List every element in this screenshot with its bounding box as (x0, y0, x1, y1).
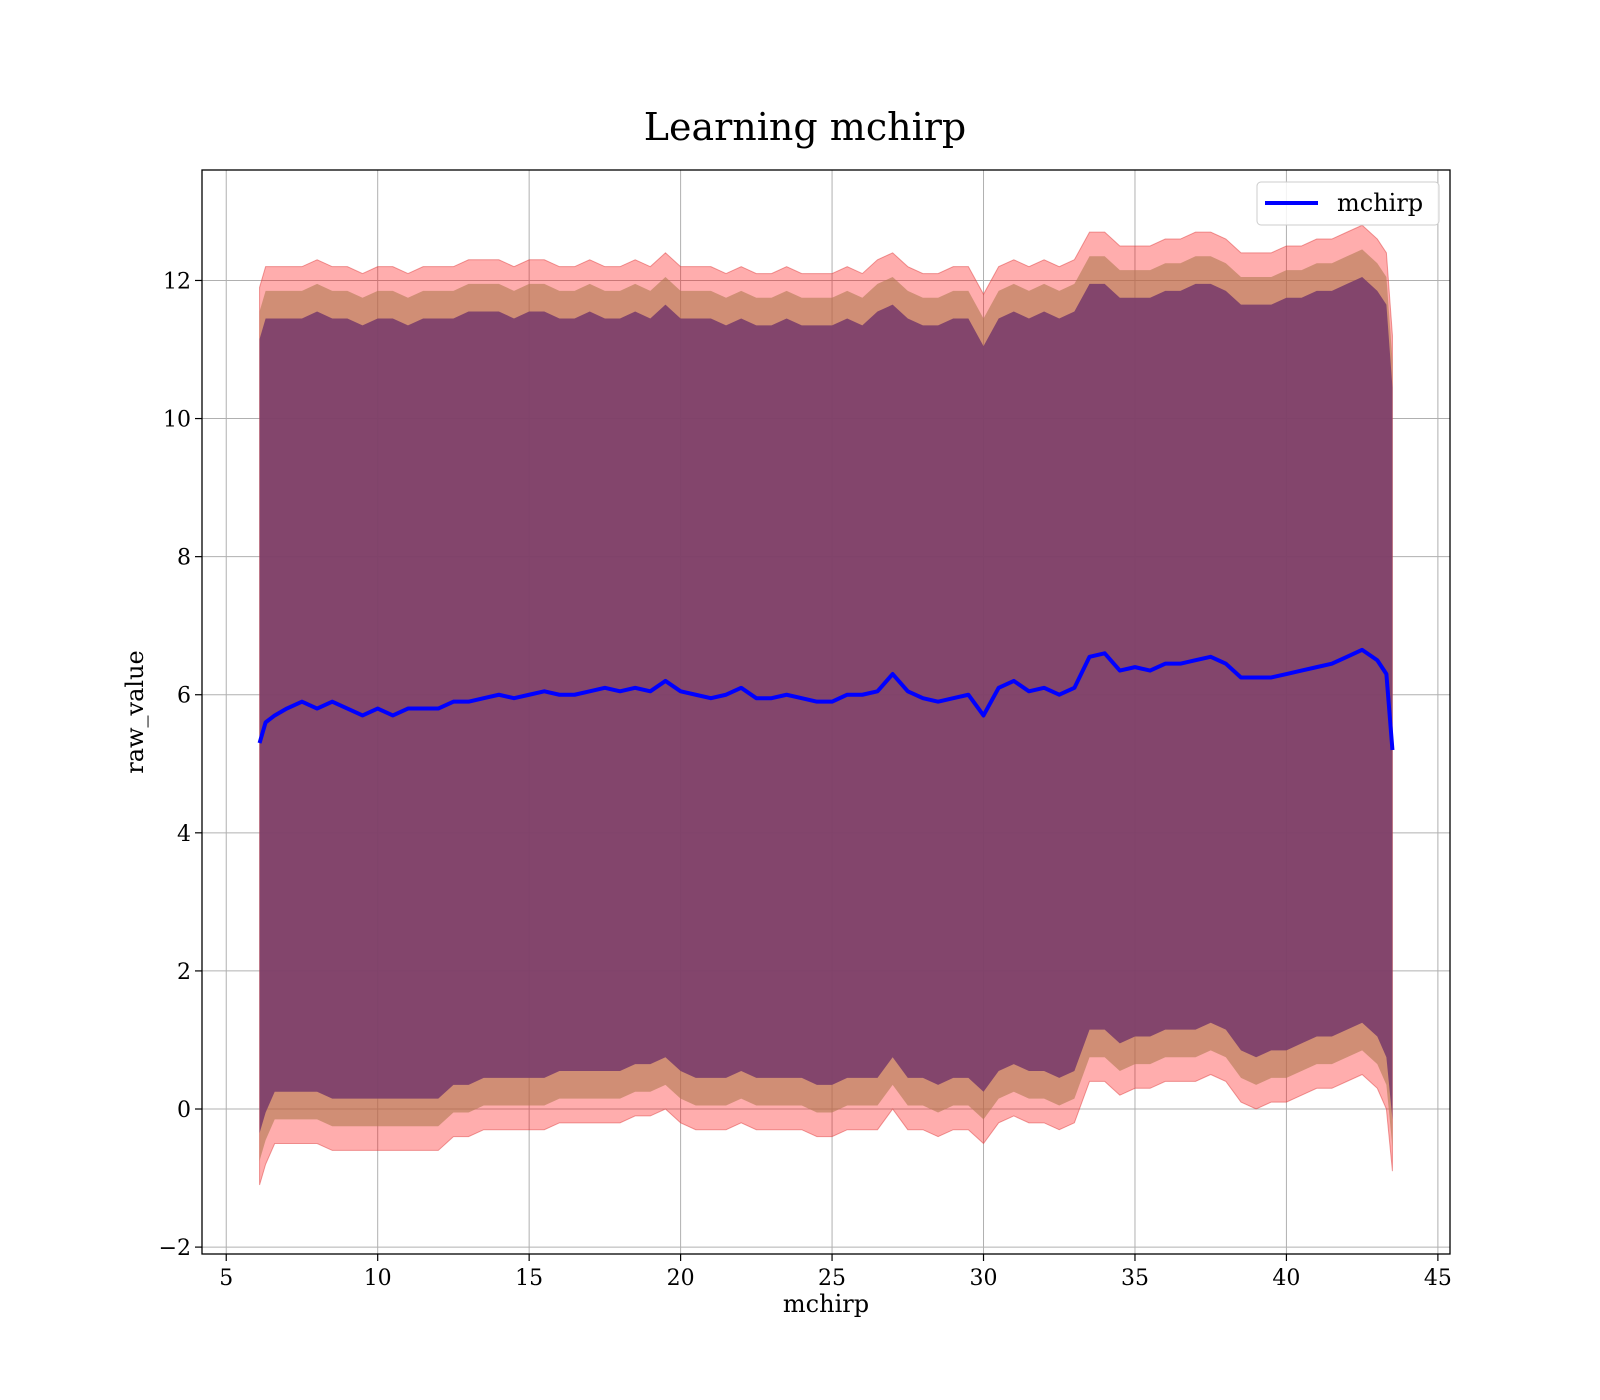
x-tick-label: 25 (818, 1266, 846, 1291)
y-tick-label: 2 (177, 960, 191, 985)
x-tick-label: 30 (970, 1266, 998, 1291)
axis-ticks: 5 10 15 20 25 30 35 40 45 −2 0 2 4 6 8 10 12 (159, 269, 1452, 1291)
y-tick-label: 8 (177, 546, 191, 571)
legend: mchirp (1256, 181, 1440, 226)
y-tick-label: 4 (177, 822, 191, 847)
x-tick-label: 45 (1424, 1266, 1452, 1291)
y-tick-label: −2 (159, 1236, 191, 1261)
y-tick-label: 6 (177, 684, 191, 709)
y-tick-label: 12 (163, 269, 191, 294)
x-axis-label: mchirp (783, 1290, 869, 1318)
x-tick-label: 15 (515, 1266, 543, 1291)
y-tick-label: 0 (177, 1098, 191, 1123)
legend-box (1256, 181, 1440, 226)
legend-label-mchirp: mchirp (1337, 189, 1423, 217)
series-lines (257, 647, 1395, 751)
plot-frame (201, 169, 1451, 1255)
y-axis-label: raw_value (121, 650, 149, 774)
x-tick-label: 5 (219, 1266, 233, 1291)
chart-title: Learning mchirp (644, 105, 966, 149)
x-tick-label: 35 (1121, 1266, 1149, 1291)
x-tick-label: 40 (1272, 1266, 1300, 1291)
x-tick-label: 20 (667, 1266, 695, 1291)
x-tick-label: 10 (364, 1266, 392, 1291)
y-tick-label: 10 (163, 408, 191, 433)
series-line-mchirp (257, 647, 1395, 751)
inner-band (259, 277, 1393, 1134)
confidence-bands (259, 224, 1393, 1186)
